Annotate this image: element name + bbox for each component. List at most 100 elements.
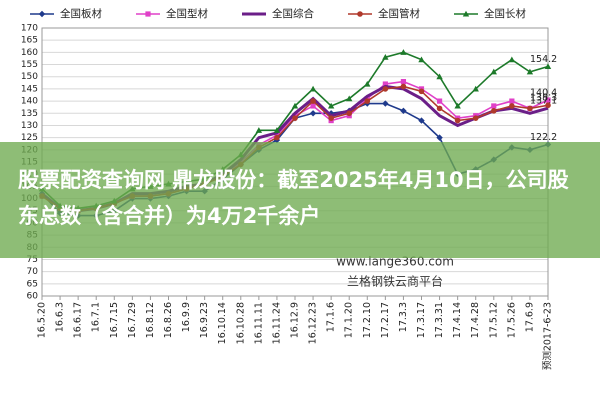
point [382, 100, 389, 107]
x-tick-label: 17.3.3 [398, 302, 409, 332]
point [346, 110, 353, 117]
x-tick-label: 16.5.20 [37, 302, 48, 338]
point [436, 105, 443, 112]
legend-marker [462, 10, 470, 17]
y-tick-label: 140 [21, 97, 38, 107]
point [472, 85, 479, 92]
y-tick-label: 130 [21, 121, 38, 131]
point [309, 85, 317, 92]
point [400, 49, 407, 55]
y-tick-label: 135 [21, 109, 38, 119]
x-tick-label: 16.7.1 [91, 302, 102, 332]
point [490, 68, 497, 75]
legend-label: 全国综合 [272, 7, 314, 20]
watermark: www.lange360.com [336, 255, 454, 269]
y-tick-label: 155 [21, 60, 38, 70]
x-tick-label: 16.11.11 [253, 302, 264, 344]
point [418, 56, 425, 63]
x-tick-label: 16.8.26 [163, 302, 174, 338]
y-tick-label: 65 [27, 279, 38, 289]
legend-marker [357, 11, 363, 17]
x-tick-label: 16.10.14 [217, 302, 228, 344]
x-tick-label: 17.4.28 [470, 302, 481, 338]
x-tick-label: 16.11.24 [271, 302, 282, 344]
point [400, 83, 407, 90]
y-tick-label: 165 [21, 36, 38, 46]
banner: 股票配资查询网 鼎龙股份：截至2025年4月10日，公司股东总数（含合并）为4万… [0, 142, 600, 258]
point [328, 115, 334, 121]
point [418, 117, 425, 124]
x-tick-label: 16.6.17 [73, 302, 84, 338]
x-tick-label: 16.6.3 [55, 302, 66, 332]
point [526, 68, 534, 75]
point [454, 102, 461, 109]
x-tick-label: 预测2017-6-23 [543, 302, 554, 370]
point [491, 103, 497, 109]
x-tick-label: 16.9.23 [199, 302, 210, 338]
legend-label: 全国板材 [60, 7, 102, 20]
x-tick-label: 16.7.29 [127, 302, 138, 338]
point [418, 88, 425, 95]
legend-marker [38, 10, 46, 18]
x-tick-label: 17.4.14 [452, 302, 463, 338]
x-tick-label: 17.3.31 [434, 302, 445, 338]
point [292, 115, 298, 121]
x-tick-label: 17.1.6 [326, 302, 337, 332]
x-tick-label: 16.8.12 [145, 302, 156, 338]
x-tick-label: 17.1.20 [344, 302, 355, 338]
point [454, 117, 461, 124]
point [527, 105, 533, 112]
x-tick-label: 16.12.9 [290, 302, 301, 338]
point [382, 81, 388, 87]
point [436, 98, 443, 104]
end-label: 138.3 [530, 93, 557, 104]
x-tick-label: 16.10.28 [235, 302, 246, 344]
end-label: 122.2 [530, 132, 557, 143]
point [255, 127, 263, 133]
point [310, 98, 316, 104]
x-tick-label: 17.5.26 [506, 302, 517, 338]
point [545, 97, 551, 103]
legend-label: 全国长材 [484, 7, 526, 20]
legend-label: 全国型材 [166, 7, 208, 20]
x-tick-label: 17.6.9 [524, 302, 535, 332]
point [382, 54, 389, 60]
y-tick-label: 75 [27, 255, 38, 265]
x-tick-label: 16.9.9 [181, 302, 192, 332]
point [382, 86, 389, 92]
y-tick-label: 150 [21, 72, 38, 82]
y-tick-label: 160 [21, 48, 38, 58]
point [309, 110, 317, 117]
end-label: 154.2 [530, 54, 557, 65]
point [544, 63, 552, 70]
x-tick-label: 17.5.12 [488, 302, 499, 338]
legend-label: 全国管材 [378, 7, 420, 20]
point [436, 134, 443, 141]
watermark: 兰格钢铁云商平台 [347, 274, 443, 289]
point [291, 102, 299, 109]
point [346, 95, 353, 102]
x-tick-label: 17.3.17 [416, 302, 427, 338]
y-tick-label: 170 [21, 24, 38, 34]
point [273, 127, 281, 133]
legend-marker [145, 11, 151, 17]
point [490, 108, 497, 114]
point [545, 102, 551, 109]
x-tick-label: 16.7.15 [109, 302, 120, 338]
y-tick-label: 60 [27, 292, 39, 302]
point [364, 98, 371, 104]
x-tick-label: 17.2.10 [362, 302, 373, 338]
x-tick-label: 16.12.23 [308, 302, 319, 344]
point [509, 103, 515, 109]
y-tick-label: 70 [27, 267, 39, 277]
point [508, 56, 516, 63]
end-label: 140.4 [530, 88, 557, 99]
point [310, 103, 316, 109]
point [364, 80, 371, 87]
point [509, 98, 515, 104]
point [274, 134, 280, 141]
x-tick-label: 17.2.17 [380, 302, 391, 338]
point [400, 107, 407, 115]
y-tick-label: 145 [21, 84, 38, 94]
